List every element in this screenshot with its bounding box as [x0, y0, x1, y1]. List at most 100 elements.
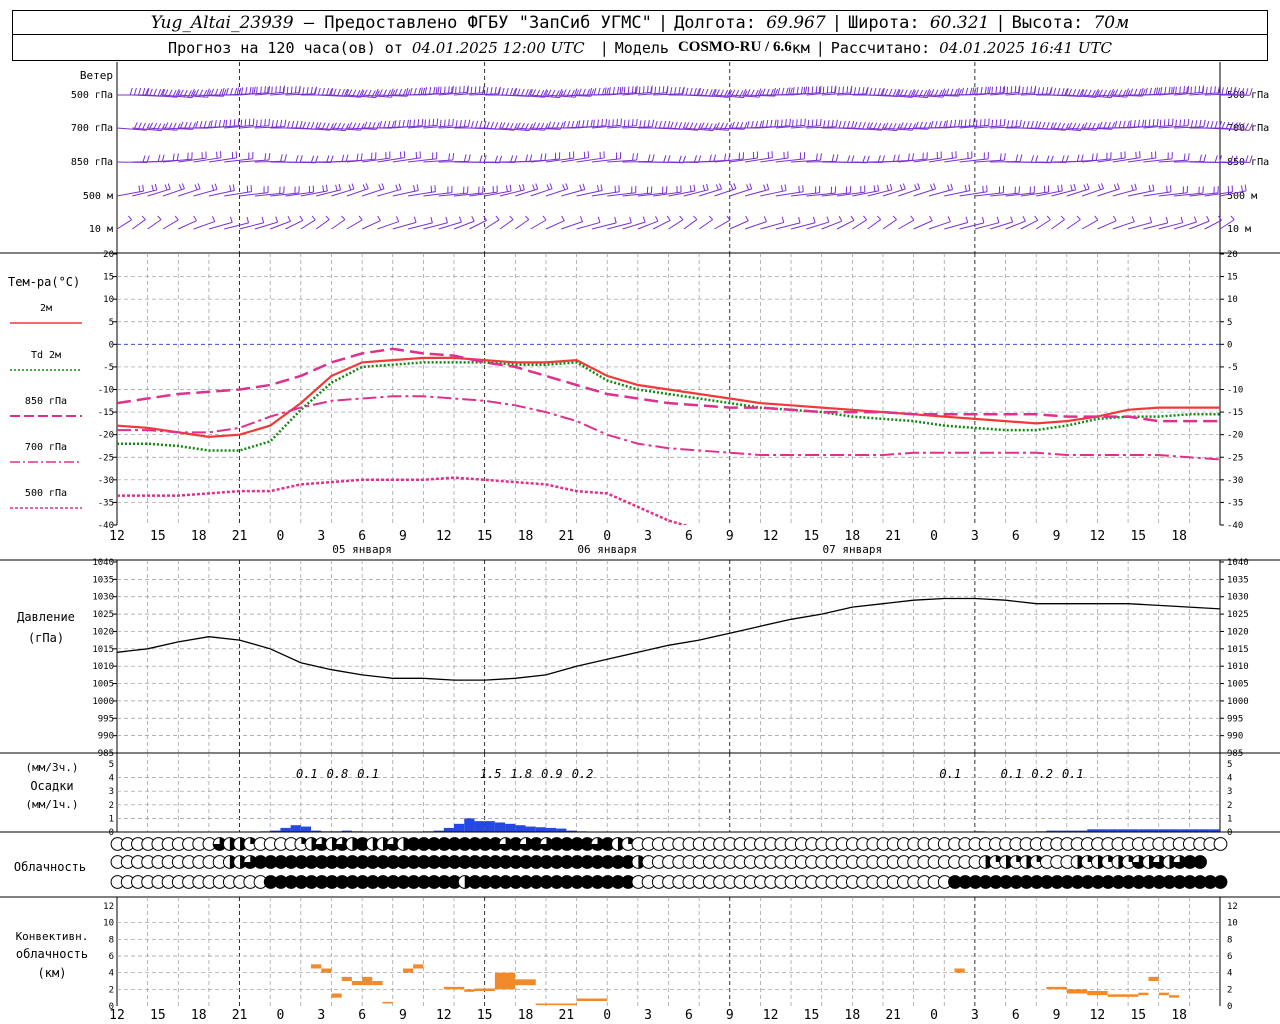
wind-barb-feather — [1153, 87, 1157, 95]
wind-barb-feather — [956, 87, 960, 96]
wind-barb-feather — [763, 216, 767, 222]
wind-barb-feather — [949, 119, 953, 128]
wind-barb-feather — [532, 184, 536, 191]
wind-barb-feather — [763, 184, 766, 191]
wind-barb — [607, 192, 636, 197]
wind-barb-feather — [745, 215, 749, 221]
cloud-cover-full — [305, 855, 318, 869]
wind-barb-feather — [379, 120, 383, 129]
wind-barb — [132, 189, 157, 197]
temp-tick-label-right: 10 — [1227, 295, 1238, 305]
wind-barb — [591, 222, 617, 230]
wind-barb-feather — [1006, 120, 1010, 128]
wind-barb — [775, 158, 805, 163]
wind-barb-feather — [516, 88, 521, 96]
wind-barb — [361, 220, 381, 230]
conv-x-tick-label: 0 — [930, 1008, 938, 1023]
wind-barb — [438, 126, 469, 129]
wind-barb — [116, 219, 132, 230]
wind-barb-feather — [455, 86, 457, 94]
temp-tick-label-right: -25 — [1227, 453, 1243, 463]
wind-barb-feather — [781, 87, 785, 96]
wind-barb — [254, 221, 278, 230]
wind-barb — [453, 220, 475, 230]
wind-barb-feather — [851, 120, 855, 129]
wind-barb-feather — [458, 216, 462, 223]
wind-barb-feather — [283, 85, 285, 93]
conv-tick-label-left: 12 — [103, 902, 114, 912]
wind-barb-feather — [1148, 119, 1151, 127]
wind-barb-feather — [253, 86, 256, 94]
cloud-cover-full — [499, 875, 512, 889]
wind-barb-feather — [157, 215, 162, 220]
wind-barb — [270, 192, 299, 197]
temp-x-tick-label: 9 — [399, 529, 407, 544]
wind-barb-feather — [866, 155, 870, 163]
wind-barb — [392, 157, 421, 163]
wind-barb-feather — [728, 153, 731, 161]
wind-barb-feather — [1221, 87, 1224, 95]
wind-barb-feather — [972, 87, 975, 95]
date-label: 06 января — [577, 543, 637, 556]
wind-barb-feather — [256, 86, 258, 94]
wind-barb — [867, 219, 881, 230]
wind-barb — [208, 189, 235, 197]
wind-barb-feather — [926, 88, 931, 97]
wind-barb — [132, 219, 146, 230]
wind-barb-feather — [1167, 118, 1170, 126]
cloud-cover-full — [1183, 855, 1197, 869]
wind-barb — [913, 94, 944, 98]
cloud-cover-full — [509, 855, 523, 869]
wind-barb — [683, 189, 709, 197]
wind-barb-feather — [174, 215, 179, 221]
wind-barb-feather — [1097, 184, 1102, 190]
alt-value: 70м — [1093, 12, 1130, 33]
conv-cloud-bar — [474, 988, 495, 991]
wind-barb-feather — [638, 86, 641, 94]
wind-barb-feather — [1218, 155, 1223, 163]
wind-barb-feather — [486, 87, 489, 95]
wind-barb-feather — [359, 89, 364, 97]
wind-barb-feather — [1122, 120, 1126, 129]
wind-barb-feather — [987, 87, 989, 95]
cloud-cover-full — [1111, 875, 1125, 889]
wind-barb-feather — [264, 119, 266, 127]
wind-barb-feather — [483, 155, 487, 163]
wind-barb-feather — [314, 155, 319, 163]
wind-barb-feather — [409, 87, 413, 96]
precip-bar — [1046, 830, 1057, 832]
wind-barb — [530, 219, 547, 230]
cloud-cover-full — [570, 875, 584, 889]
wind-barb-feather — [1072, 88, 1077, 97]
wind-barb-feather — [689, 185, 692, 192]
cloud-cover-full — [397, 875, 410, 889]
conv-tick-label-left: 10 — [103, 919, 114, 929]
temp-tick-label-right: -40 — [1227, 521, 1243, 531]
precip-bar — [1097, 829, 1108, 832]
wind-barb — [944, 125, 974, 129]
wind-barb-feather — [1100, 183, 1105, 189]
wind-barb-feather — [715, 184, 719, 191]
wind-barb-feather — [981, 216, 985, 223]
wind-barb-feather — [873, 185, 876, 192]
wind-barb-feather — [811, 86, 814, 94]
wind-barb-feather — [562, 184, 566, 191]
wind-barb-feather — [264, 86, 266, 94]
wind-barb-feather — [1199, 154, 1203, 162]
cloud-cover-full — [264, 875, 278, 889]
wind-barb-feather — [1035, 155, 1039, 163]
wind-barb — [1097, 188, 1120, 197]
wind-barb-feather — [229, 119, 232, 127]
wind-barb — [806, 192, 836, 197]
cloud-cover-full — [519, 875, 533, 889]
wind-barb-feather — [332, 88, 337, 96]
wind-barb-feather — [345, 154, 349, 162]
wind-barb-feather — [663, 155, 667, 163]
temp-legend-label: 850 гПа — [25, 396, 67, 407]
wind-barb — [821, 192, 851, 197]
wind-barb-feather — [674, 87, 677, 95]
temp-series-line — [117, 361, 1220, 452]
wind-barb-feather — [973, 118, 975, 126]
wind-barb-feather — [818, 87, 821, 94]
wind-barb-feather — [1113, 184, 1117, 191]
